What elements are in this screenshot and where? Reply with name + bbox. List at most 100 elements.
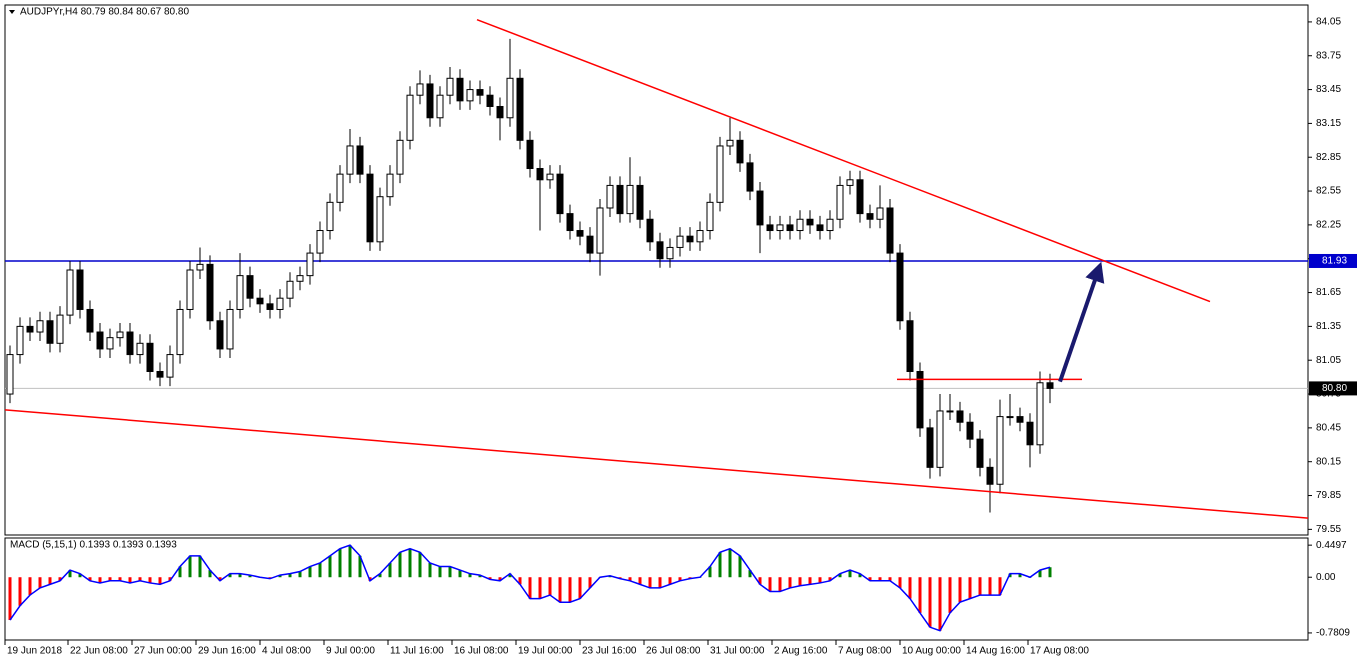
candle-body bbox=[276, 297, 284, 310]
price-label: 80.80 bbox=[1322, 383, 1347, 394]
macd-bar bbox=[678, 577, 682, 581]
candle-body bbox=[146, 342, 154, 372]
candle-body bbox=[166, 354, 174, 378]
trend-line bbox=[5, 409, 1308, 519]
macd-bar bbox=[758, 577, 762, 585]
candle-body bbox=[1006, 416, 1014, 419]
candle-body bbox=[996, 416, 1004, 485]
candle-body bbox=[446, 77, 454, 96]
main-plot bbox=[5, 18, 1308, 519]
candle-body bbox=[46, 320, 54, 344]
candle-body bbox=[1036, 382, 1044, 446]
candle-body bbox=[896, 252, 904, 322]
candle-body bbox=[846, 179, 854, 186]
candle-body bbox=[496, 105, 504, 119]
x-tick-label: 23 Jul 16:00 bbox=[582, 646, 637, 657]
candle-body bbox=[556, 173, 564, 215]
macd-bar bbox=[18, 577, 22, 606]
macd-bar bbox=[408, 548, 412, 578]
macd-bar bbox=[38, 577, 42, 588]
candle-body bbox=[816, 224, 824, 232]
candle-body bbox=[56, 314, 64, 344]
candle-body bbox=[586, 235, 594, 254]
x-tick-label: 27 Jun 00:00 bbox=[134, 646, 192, 657]
macd-bar bbox=[378, 573, 382, 578]
y-tick-label: 83.45 bbox=[1316, 84, 1341, 95]
candle-body bbox=[216, 320, 224, 350]
macd-bar bbox=[1038, 570, 1042, 578]
candle-body bbox=[206, 263, 214, 322]
macd-bar bbox=[848, 570, 852, 578]
candle-body bbox=[106, 337, 114, 350]
macd-bar bbox=[238, 573, 242, 578]
candle-body bbox=[486, 94, 494, 107]
candle-body bbox=[236, 275, 244, 310]
macd-bar bbox=[638, 577, 642, 585]
macd-bar bbox=[1048, 567, 1052, 578]
macd-bar bbox=[28, 577, 32, 596]
x-tick-label: 29 Jun 16:00 bbox=[198, 646, 256, 657]
macd-title: MACD (5,15,1) 0.1393 0.1393 0.1393 bbox=[10, 540, 177, 551]
macd-bar bbox=[48, 577, 52, 585]
macd-bar bbox=[208, 570, 212, 578]
macd-bar bbox=[548, 577, 552, 596]
macd-bar bbox=[778, 577, 782, 592]
candle-body bbox=[366, 173, 374, 243]
y-tick-label: 79.85 bbox=[1316, 490, 1341, 501]
candle-body bbox=[566, 213, 574, 232]
candle-body bbox=[716, 145, 724, 203]
candle-body bbox=[416, 83, 424, 96]
y-tick-label: -0.7809 bbox=[1316, 628, 1350, 639]
macd-bar bbox=[58, 577, 62, 581]
candle-body bbox=[976, 438, 984, 468]
candle-body bbox=[1026, 421, 1034, 446]
macd-bar bbox=[138, 577, 142, 581]
candle-body bbox=[676, 235, 684, 248]
candle-body bbox=[926, 427, 934, 468]
candle-body bbox=[336, 173, 344, 203]
candle-body bbox=[836, 184, 844, 220]
macd-bar bbox=[558, 577, 562, 603]
macd-bar bbox=[518, 577, 522, 585]
price-label-box bbox=[1309, 381, 1357, 396]
candle-body bbox=[876, 207, 884, 220]
candle-body bbox=[826, 218, 834, 232]
candle-body bbox=[186, 269, 194, 310]
macd-bar bbox=[68, 570, 72, 578]
candle-body bbox=[796, 218, 804, 232]
candle-body bbox=[226, 308, 234, 350]
axes: 84.0583.7583.4583.1582.8582.5582.2581.95… bbox=[4, 17, 1357, 657]
y-tick-label: 80.45 bbox=[1316, 423, 1341, 434]
y-tick-label: 82.55 bbox=[1316, 186, 1341, 197]
candle-body bbox=[616, 184, 624, 215]
macd-bar bbox=[488, 577, 492, 580]
candle-body bbox=[936, 410, 944, 468]
macd-bar bbox=[468, 573, 472, 578]
candle-body bbox=[906, 320, 914, 372]
x-tick-label: 10 Aug 00:00 bbox=[902, 646, 961, 657]
candle-body bbox=[686, 235, 694, 243]
macd-bar bbox=[838, 573, 842, 578]
macd-bar bbox=[898, 577, 902, 588]
macd-bar bbox=[668, 577, 672, 585]
candle-body bbox=[306, 252, 314, 277]
macd-plot bbox=[8, 544, 1052, 632]
macd-bar bbox=[388, 562, 392, 578]
macd-bar bbox=[348, 545, 352, 578]
candle-body bbox=[1046, 382, 1054, 389]
macd-bar bbox=[978, 577, 982, 596]
candle-body bbox=[806, 218, 814, 226]
x-tick-label: 2 Aug 16:00 bbox=[774, 646, 828, 657]
macd-bar bbox=[858, 573, 862, 578]
candle-body bbox=[886, 207, 894, 254]
candle-body bbox=[76, 269, 84, 310]
macd-bar bbox=[948, 577, 952, 613]
candle-body bbox=[656, 241, 664, 260]
y-tick-label: 0.4497 bbox=[1316, 540, 1347, 551]
candle-body bbox=[426, 83, 434, 119]
macd-bar bbox=[988, 577, 992, 596]
candle-body bbox=[86, 308, 94, 333]
macd-bar bbox=[198, 555, 202, 578]
candle-body bbox=[326, 201, 334, 232]
